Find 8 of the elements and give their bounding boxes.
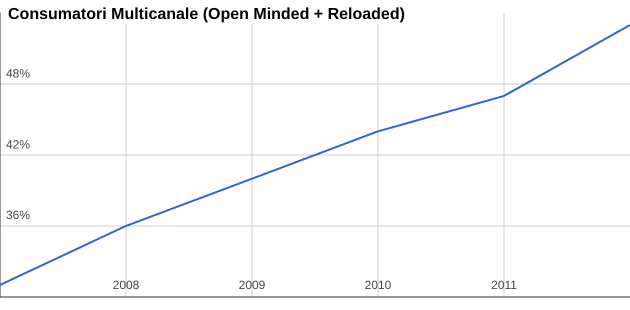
- x-tick-label: 2008: [112, 278, 140, 292]
- x-tick-label: 2009: [238, 278, 266, 292]
- y-tick-label: 36%: [6, 208, 30, 222]
- y-tick-label: 48%: [6, 66, 30, 80]
- chart-title: Consumatori Multicanale (Open Minded + Reloaded): [6, 6, 407, 24]
- x-tick-label: 2011: [491, 278, 518, 292]
- y-tick-label: 42%: [6, 137, 30, 152]
- x-tick-label: 2010: [364, 278, 392, 292]
